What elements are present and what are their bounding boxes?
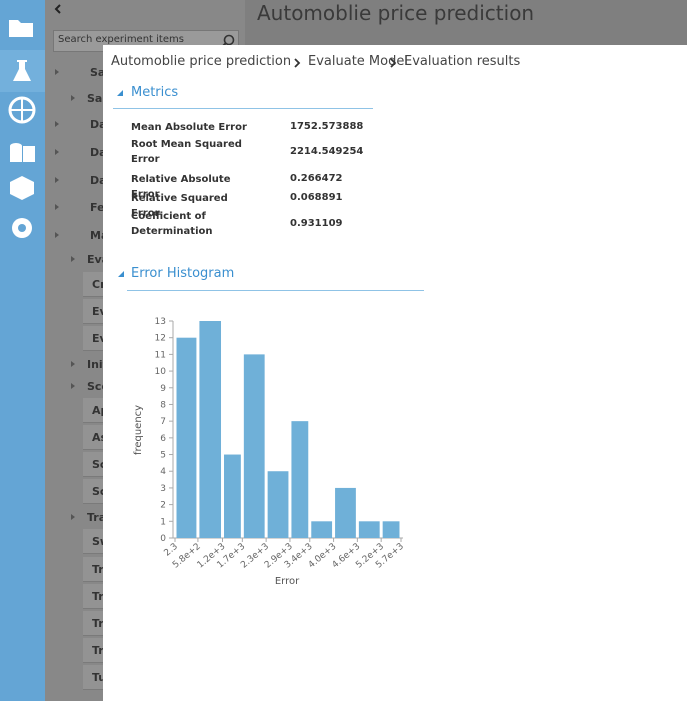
metric-label: Root Mean Squared Error xyxy=(131,139,242,165)
search-placeholder: Search experiment items xyxy=(58,34,184,45)
models-icon[interactable] xyxy=(10,176,34,200)
metric-value: 1752.573888 xyxy=(290,121,364,132)
section-toggle[interactable] xyxy=(117,270,125,278)
y-tick-label: 10 xyxy=(155,367,167,377)
breadcrumb-item[interactable]: Evaluate Model xyxy=(308,54,408,69)
datasets-icon-b xyxy=(23,146,35,162)
x-axis-label: Error xyxy=(275,576,300,587)
bar xyxy=(335,487,356,538)
tree-item[interactable]: Tra xyxy=(87,511,107,524)
experiment-title: Automoblie price prediction xyxy=(257,1,535,25)
y-tick-label: 7 xyxy=(160,417,166,427)
x-tick-label: 2.3 xyxy=(163,542,180,559)
bar xyxy=(224,454,241,538)
tree-expander[interactable] xyxy=(55,204,59,210)
y-tick-label: 6 xyxy=(160,434,166,444)
bar xyxy=(358,521,380,538)
metric-value: 0.068891 xyxy=(290,192,343,203)
bar xyxy=(267,471,289,538)
metric-label: Relative Absolute Error xyxy=(131,174,231,200)
tree-expander[interactable] xyxy=(55,177,59,183)
metric-value: 2214.549254 xyxy=(290,146,364,157)
experiments-icon[interactable] xyxy=(13,60,31,81)
breadcrumb-item[interactable]: Automoblie price prediction xyxy=(111,54,292,69)
web-services-lines xyxy=(10,98,34,122)
section-title[interactable]: Error Histogram xyxy=(131,266,235,281)
tree-expander[interactable] xyxy=(71,256,75,262)
metric-value: 0.266472 xyxy=(290,173,343,184)
tree-item[interactable]: Cr xyxy=(92,278,106,291)
tree-item[interactable]: Sc xyxy=(92,485,107,498)
metric-label: Relative Squared Error xyxy=(131,193,228,219)
y-axis-label: frequency xyxy=(133,405,144,455)
y-tick-label: 11 xyxy=(155,350,166,360)
y-tick-label: 5 xyxy=(160,451,166,461)
settings-hole xyxy=(18,224,26,232)
bar xyxy=(291,421,309,538)
tree-expander[interactable] xyxy=(55,232,59,238)
tree-item[interactable]: Sa xyxy=(90,66,106,79)
tree-item[interactable]: Da xyxy=(90,118,107,131)
tree-expander[interactable] xyxy=(71,383,75,389)
metric-value: 0.931109 xyxy=(290,218,343,229)
tree-item[interactable]: Da xyxy=(90,174,107,187)
y-tick-label: 4 xyxy=(160,467,166,477)
section-rule xyxy=(113,108,373,109)
y-tick-label: 9 xyxy=(160,384,166,394)
tree-expander[interactable] xyxy=(71,95,75,101)
tree-expander[interactable] xyxy=(55,149,59,155)
tree-item[interactable]: Sar xyxy=(87,92,108,105)
bar xyxy=(311,521,333,538)
tree-expander[interactable] xyxy=(71,361,75,367)
tree-item[interactable]: Da xyxy=(90,146,107,159)
nav-icons xyxy=(0,20,45,238)
results-panel: Automoblie price prediction Evaluate Mod… xyxy=(103,45,687,701)
bar xyxy=(199,321,222,538)
collapse-button[interactable] xyxy=(53,3,63,15)
bar xyxy=(382,521,400,538)
breadcrumb-item: Evaluation results xyxy=(404,54,521,69)
y-tick-label: 0 xyxy=(160,534,166,544)
breadcrumb-sep xyxy=(390,58,397,68)
y-tick-label: 2 xyxy=(160,501,166,511)
y-tick-label: 3 xyxy=(160,484,166,494)
tree-item[interactable]: Init xyxy=(87,358,108,371)
breadcrumb-sep xyxy=(294,58,301,68)
projects-icon[interactable] xyxy=(9,20,33,37)
tree-expander[interactable] xyxy=(55,69,59,75)
metric-label: Mean Absolute Error xyxy=(131,122,247,133)
y-tick-label: 1 xyxy=(160,517,166,527)
y-tick-label: 13 xyxy=(155,317,166,327)
section-title[interactable]: Metrics xyxy=(131,85,179,100)
tree-item[interactable]: Tu xyxy=(92,671,107,684)
bar xyxy=(176,337,197,538)
tree-item[interactable]: Sc xyxy=(92,458,107,471)
metric-label: Coefficient of Determination xyxy=(131,211,213,237)
datasets-icon-a xyxy=(10,146,22,162)
y-tick-label: 8 xyxy=(160,400,166,410)
bar xyxy=(243,354,265,538)
tree-expander[interactable] xyxy=(71,514,75,520)
section-toggle[interactable] xyxy=(116,89,124,97)
section-rule xyxy=(127,290,424,291)
nav-sidebar xyxy=(0,0,45,701)
tree-expander[interactable] xyxy=(55,121,59,127)
y-tick-label: 12 xyxy=(155,334,166,344)
